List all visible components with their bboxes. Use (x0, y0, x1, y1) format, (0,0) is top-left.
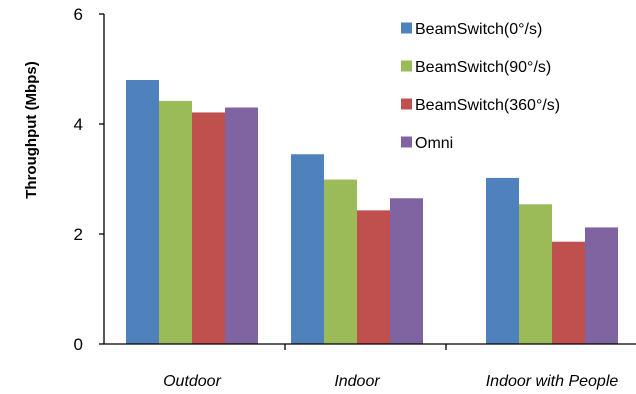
legend-label-0: BeamSwitch(0°/s) (415, 21, 542, 38)
bar-1-1 (324, 179, 357, 344)
y-tick-label-0: 0 (74, 335, 83, 354)
bar-0-2 (192, 112, 225, 344)
y-axis-title: Throughput (Mbps) (23, 61, 40, 198)
ticks-layer: 0 2 4 6 (74, 5, 447, 354)
bar-2-1 (519, 204, 552, 344)
bar-2-3 (585, 227, 618, 344)
bar-0-3 (225, 107, 258, 344)
x-category-label-1: Indoor (334, 373, 380, 390)
bar-0-1 (159, 100, 192, 345)
bar-2-2 (552, 241, 585, 344)
y-tick-label-3: 6 (74, 5, 83, 24)
y-tick-label-2: 4 (74, 115, 83, 134)
legend-label-3: Omni (415, 135, 453, 152)
legend-label-2: BeamSwitch(360°/s) (415, 97, 560, 114)
bar-1-2 (357, 210, 390, 344)
bar-2-0 (486, 177, 519, 344)
bar-1-3 (390, 198, 423, 344)
y-tick-label-1: 2 (74, 225, 83, 244)
legend-swatch-2 (401, 98, 412, 110)
legend-swatch-1 (401, 60, 412, 72)
legend: BeamSwitch(0°/s) BeamSwitch(90°/s) BeamSwi… (401, 21, 560, 152)
legend-swatch-3 (401, 136, 412, 148)
legend-swatch-0 (401, 22, 412, 34)
x-category-label-2: Indoor with People (486, 373, 619, 390)
axes-layer (103, 14, 636, 345)
bar-0-0 (126, 80, 159, 344)
bar-1-0 (291, 154, 324, 344)
legend-label-1: BeamSwitch(90°/s) (415, 59, 551, 76)
labels-layer: Throughput (Mbps) Outdoor Indoor Indoor wi… (23, 61, 618, 390)
bars-layer (126, 80, 618, 345)
x-category-label-0: Outdoor (163, 373, 221, 390)
